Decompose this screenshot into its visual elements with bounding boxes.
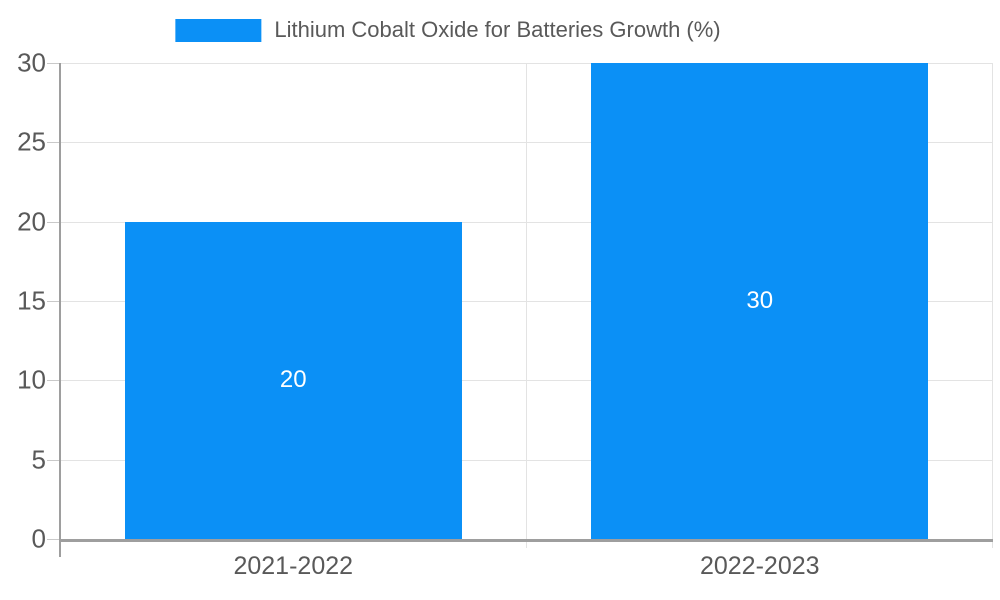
x-category-label: 2021-2022	[233, 552, 354, 580]
gridline	[60, 63, 993, 64]
y-tick-mark	[47, 380, 60, 382]
gridline	[60, 142, 993, 144]
gridline	[60, 459, 993, 461]
gridline	[60, 221, 993, 223]
y-tick-mark	[47, 459, 60, 461]
y-axis-line	[59, 63, 61, 557]
legend-swatch-icon	[175, 18, 262, 42]
y-tick-mark	[47, 63, 60, 64]
legend-item[interactable]: Lithium Cobalt Oxide for Batteries Growt…	[175, 17, 721, 43]
gridline	[60, 380, 993, 382]
y-tick-label: 15	[17, 285, 46, 316]
y-tick-label: 5	[31, 444, 46, 475]
y-tick-label: 20	[17, 206, 46, 237]
y-tick-mark	[47, 301, 60, 302]
bar-value-label: 20	[279, 366, 307, 394]
y-tick-mark	[47, 221, 60, 223]
y-tick-mark	[47, 539, 60, 540]
bar-value-label: 30	[746, 287, 774, 314]
x-category-label: 2022-2023	[699, 552, 820, 580]
category-boundary-line	[992, 63, 993, 548]
bar: 30	[591, 63, 929, 539]
legend-label: Lithium Cobalt Oxide for Batteries Growt…	[274, 17, 721, 42]
y-tick-label: 25	[17, 126, 46, 157]
x-axis-line	[60, 539, 993, 542]
y-tick-label: 10	[17, 364, 46, 395]
bar: 20	[124, 221, 462, 539]
category-boundary-line	[525, 63, 527, 548]
gridline	[60, 301, 993, 302]
y-tick-label: 0	[31, 523, 46, 554]
y-tick-mark	[47, 142, 60, 144]
y-tick-label: 30	[17, 47, 46, 78]
